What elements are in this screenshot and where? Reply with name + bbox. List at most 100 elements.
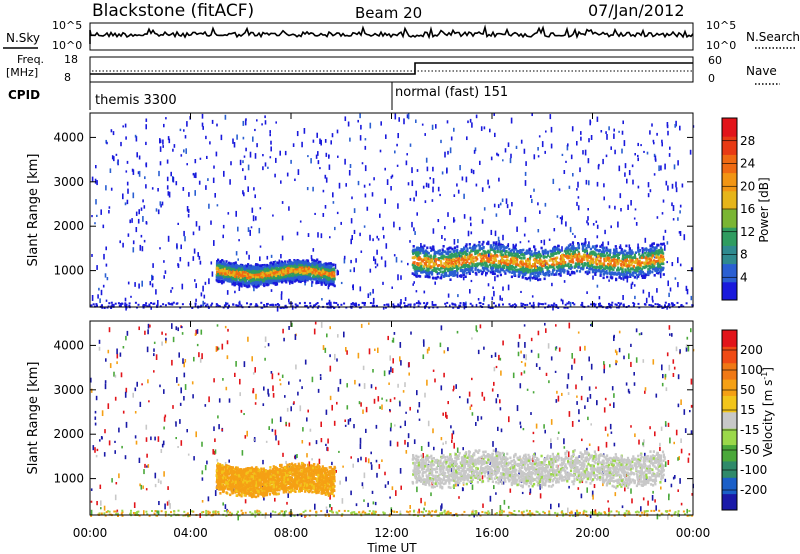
echo-point [622, 295, 624, 300]
echo-point [260, 301, 263, 304]
echo-point [213, 165, 215, 169]
echo-point [280, 293, 283, 300]
nsky-trace [89, 24, 694, 44]
echo-point [177, 222, 179, 225]
echo-point [282, 273, 285, 276]
echo-point [319, 260, 322, 264]
echo-point [314, 273, 317, 276]
echo-point [138, 155, 141, 160]
echo-point [441, 235, 443, 240]
echo-point [222, 234, 224, 239]
echo-point [545, 265, 548, 269]
echo-point [413, 248, 417, 252]
echo-point [507, 284, 510, 291]
echo-point [144, 304, 147, 307]
echo-point [225, 278, 228, 282]
echo-point [539, 258, 542, 262]
echo-point [296, 131, 299, 137]
echo-point [124, 123, 127, 128]
echo-point [606, 272, 609, 275]
echo-point [462, 277, 465, 281]
echo-point [530, 304, 533, 307]
echo-point [276, 264, 279, 267]
echo-point [232, 303, 235, 306]
echo-point [181, 303, 184, 306]
echo-point [387, 305, 390, 308]
echo-point [557, 263, 560, 267]
echo-point [340, 221, 342, 225]
echo-point [646, 263, 649, 266]
echo-point [382, 226, 384, 231]
echo-point [677, 160, 679, 166]
echo-point [425, 257, 428, 260]
echo-point [513, 273, 516, 276]
echo-point [516, 252, 519, 256]
echo-point [531, 276, 534, 280]
echo-point [199, 157, 202, 160]
echo-point [315, 303, 318, 306]
echo-point [627, 255, 630, 259]
echo-point [382, 306, 385, 310]
echo-point [375, 304, 378, 307]
echo-point [314, 212, 316, 215]
echo-point [229, 267, 232, 270]
echo-point [203, 294, 206, 299]
echo-point [316, 302, 319, 304]
echo-point [220, 279, 223, 283]
echo-point [277, 277, 280, 280]
echo-point [291, 272, 294, 276]
echo-point [523, 148, 526, 154]
echo-point [235, 280, 238, 283]
echo-point [163, 260, 165, 263]
echo-point [122, 193, 124, 200]
echo-point [289, 280, 292, 284]
echo-point [630, 283, 633, 289]
echo-point [432, 304, 435, 306]
echo-point [372, 297, 375, 304]
echo-point [269, 156, 272, 159]
echo-point [244, 267, 247, 271]
echo-point [560, 254, 564, 257]
echo-point [169, 303, 172, 306]
echo-point [429, 177, 431, 180]
echo-point [321, 272, 324, 275]
echo-point [181, 283, 184, 290]
echo-point [446, 120, 449, 124]
echo-point [494, 132, 496, 138]
echo-point [303, 128, 306, 134]
echo-point [119, 304, 122, 307]
echo-point [218, 305, 220, 308]
echo-point [660, 165, 662, 171]
echo-point [96, 214, 98, 217]
echo-point [652, 242, 655, 245]
echo-point [276, 305, 279, 312]
echo-point [253, 187, 255, 191]
echo-point [544, 302, 547, 305]
echo-point [651, 270, 654, 274]
echo-point [447, 293, 450, 298]
echo-point [258, 273, 261, 276]
echo-point [626, 266, 629, 270]
echo-point [503, 255, 506, 258]
echo-point [575, 247, 578, 250]
echo-point [521, 305, 524, 307]
echo-point [340, 303, 343, 306]
echo-point [427, 183, 430, 188]
echo-point [253, 286, 255, 292]
echo-point [638, 259, 641, 263]
echo-point [350, 238, 352, 245]
echo-point [272, 269, 275, 273]
echo-point [586, 291, 588, 295]
echo-point [653, 246, 656, 250]
echo-point [486, 268, 489, 271]
echo-point [235, 272, 238, 275]
echo-point [456, 306, 459, 309]
echo-point [172, 148, 174, 152]
echo-point [254, 128, 256, 132]
echo-point [279, 150, 281, 156]
echo-point [244, 272, 247, 276]
echo-point [110, 129, 113, 133]
echo-point [316, 258, 319, 262]
echo-point [168, 191, 171, 198]
echo-point [183, 230, 185, 237]
